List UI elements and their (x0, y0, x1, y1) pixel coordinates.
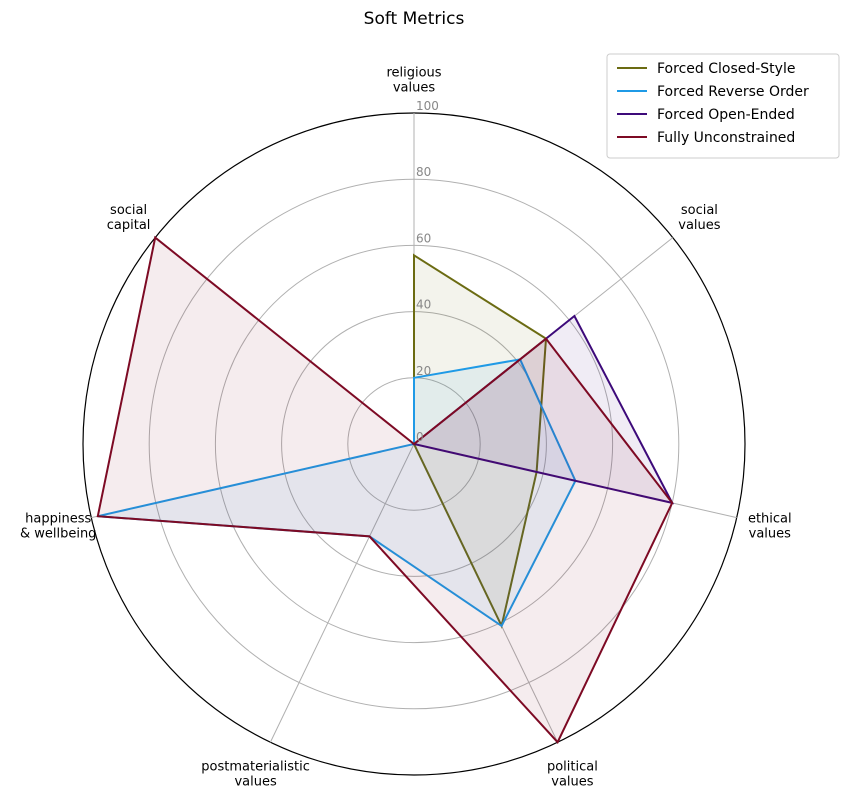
tick-label-40: 40 (416, 298, 431, 312)
axis-label-0: religious values (386, 66, 441, 96)
tick-label-0: 0 (416, 430, 424, 444)
series-line-3 (96, 235, 674, 744)
legend-label-1: Forced Reverse Order (657, 84, 809, 100)
radial-tick-labels: 0 20 40 60 80 100 (416, 99, 439, 444)
chart-title: Soft Metrics (364, 9, 465, 29)
series-line-1 (97, 358, 577, 628)
legend-label-2: Forced Open-Ended (657, 107, 795, 123)
axis-label-5: happiness & wellbeing (20, 512, 96, 542)
axis-spoke-4 (269, 443, 415, 743)
axis-label-6: social capital (107, 203, 151, 233)
legend-label-0: Forced Closed-Style (657, 61, 795, 77)
axis-labels: religious values social values ethical values… (20, 66, 792, 790)
series-layer (96, 235, 675, 744)
tick-label-20: 20 (416, 364, 431, 378)
axis-label-1: social values (678, 203, 721, 233)
series-fill-3 (97, 237, 673, 743)
tick-label-100: 100 (416, 99, 439, 113)
legend-label-3: Fully Unconstrained (657, 130, 795, 146)
series-fill-2 (414, 316, 673, 503)
series-fill-0 (414, 255, 546, 626)
legend: Forced Closed-Style Forced Reverse Order F… (606, 53, 840, 159)
axis-label-4: postmaterialistic values (201, 759, 310, 789)
legend-box (606, 53, 840, 159)
tick-label-60: 60 (416, 231, 431, 245)
axis-label-3: political values (547, 759, 598, 789)
series-fill-1 (97, 359, 576, 626)
tick-label-80: 80 (416, 165, 431, 179)
axis-label-2: ethical values (748, 512, 792, 542)
